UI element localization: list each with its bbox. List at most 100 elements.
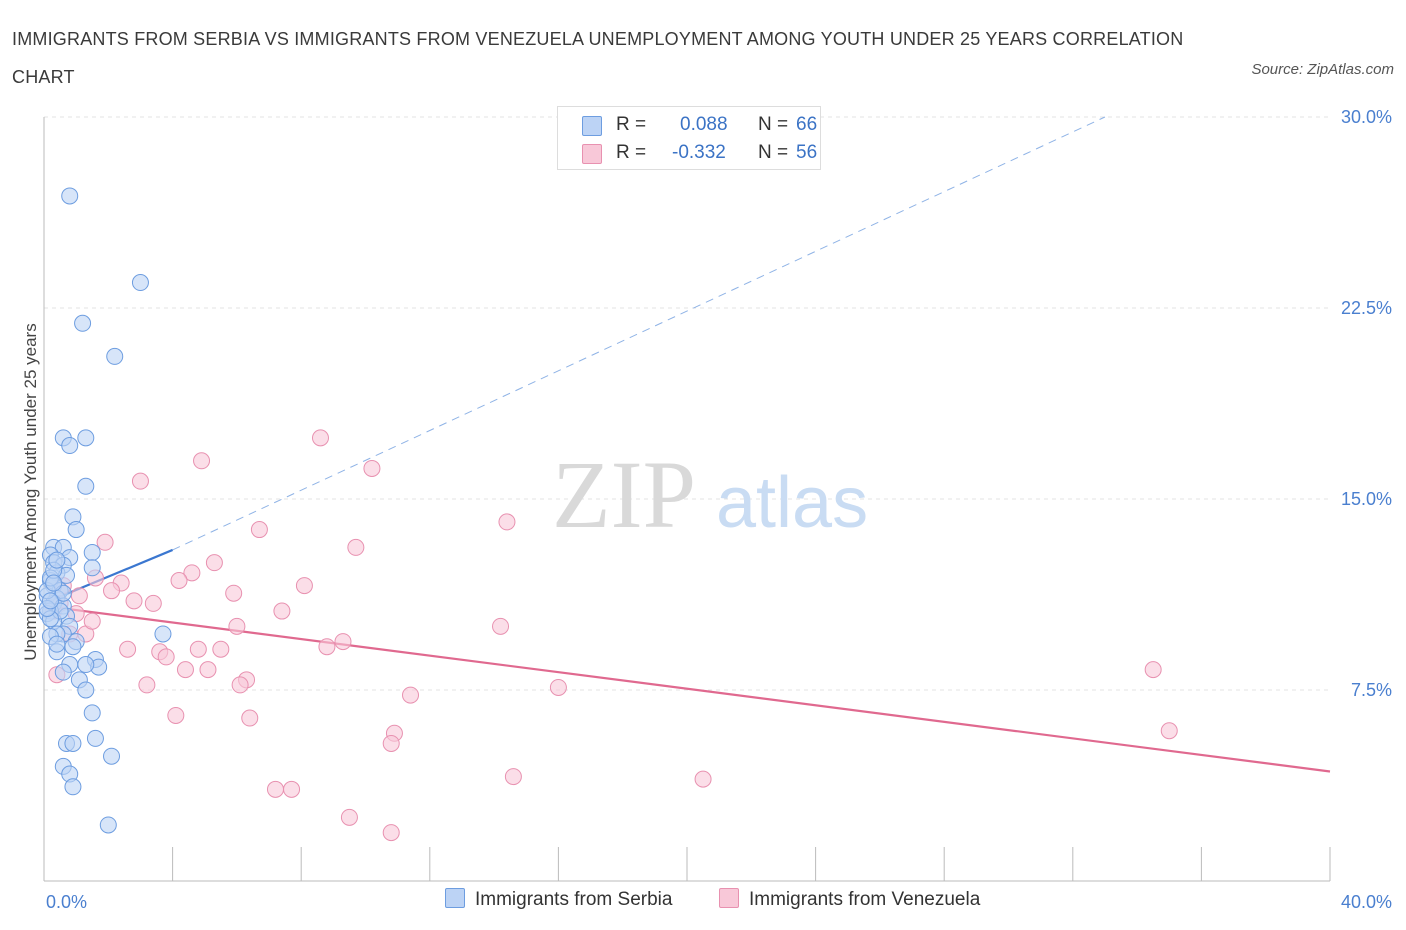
axes: [43, 117, 1331, 882]
correlation-legend: R = 0.088 N = 66 R = -0.332 N = 56: [557, 106, 821, 170]
serbia-point: [131, 274, 149, 292]
venezuela-point: [492, 617, 510, 635]
venezuela-point: [228, 617, 246, 635]
y-tick-label: 7.5%: [1351, 680, 1392, 700]
venezuela-point: [241, 709, 259, 727]
venezuela-point: [189, 640, 207, 658]
venezuela-point: [334, 633, 352, 651]
venezuela-point: [498, 513, 516, 531]
venezuela-point: [83, 612, 101, 630]
y-tick-label: 15.0%: [1341, 489, 1392, 509]
serbia-point: [77, 429, 95, 447]
serbia-point: [106, 347, 124, 365]
serbia-point: [83, 559, 101, 577]
venezuela-point: [131, 472, 149, 490]
y-axis-label: Unemployment Among Youth under 25 years: [21, 323, 40, 660]
venezuela-point: [283, 780, 301, 798]
serbia-point: [103, 747, 121, 765]
venezuela-point: [318, 638, 336, 656]
y-tick-label: 22.5%: [1341, 298, 1392, 318]
venezuela-point: [103, 582, 121, 600]
venezuela-point: [295, 577, 313, 595]
serbia-point: [99, 816, 117, 834]
venezuela-point: [382, 734, 400, 752]
venezuela-point: [170, 571, 188, 589]
chart-title: IMMIGRANTS FROM SERBIA VS IMMIGRANTS FRO…: [12, 29, 1184, 87]
venezuela-trend-line: [43, 604, 1331, 773]
n-label: N =: [758, 114, 789, 135]
serbia-point: [41, 592, 59, 610]
tick-labels: 7.5% 15.0% 22.5% 30.0% 0.0% 40.0%: [46, 107, 1392, 912]
serbia-point: [64, 734, 82, 752]
venezuela-point: [176, 661, 194, 679]
venezuela-point: [157, 648, 175, 666]
venezuela-point: [167, 706, 185, 724]
serbia-point: [83, 543, 101, 561]
serbia-point: [45, 574, 63, 592]
venezuela-legend-label: Immigrants from Venezuela: [749, 889, 981, 910]
venezuela-swatch: [719, 888, 739, 908]
venezuela-point: [125, 592, 143, 610]
venezuela-point: [119, 640, 137, 658]
x-tick-label: 40.0%: [1341, 892, 1392, 912]
venezuela-point: [212, 640, 230, 658]
venezuela-point: [225, 584, 243, 602]
venezuela-point: [347, 538, 365, 556]
serbia-point: [64, 778, 82, 796]
serbia-point: [83, 704, 101, 722]
watermark-zip: ZIP: [552, 441, 696, 548]
venezuela-point: [144, 594, 162, 612]
venezuela-point: [311, 429, 329, 447]
venezuela-point: [340, 808, 358, 826]
venezuela-n-value: 56: [796, 142, 818, 163]
venezuela-r-value: -0.332: [672, 142, 726, 163]
venezuela-point: [70, 587, 88, 605]
venezuela-point: [193, 452, 211, 470]
venezuela-point: [96, 533, 114, 551]
bottom-legend-venezuela: Immigrants from Venezuela: [719, 888, 980, 911]
serbia-point: [64, 638, 82, 656]
serbia-point: [77, 477, 95, 495]
venezuela-point: [231, 676, 249, 694]
venezuela-point: [382, 824, 400, 842]
venezuela-point: [205, 554, 223, 572]
venezuela-point: [273, 602, 291, 620]
venezuela-point: [199, 661, 217, 679]
venezuela-point: [694, 770, 712, 788]
serbia-point: [154, 625, 172, 643]
serbia-r-value: 0.088: [680, 114, 728, 135]
watermark: ZIP atlas: [552, 441, 868, 548]
venezuela-point: [1144, 661, 1162, 679]
serbia-point: [48, 551, 66, 569]
serbia-points: [38, 187, 172, 834]
venezuela-point: [266, 780, 284, 798]
y-tick-label: 30.0%: [1341, 107, 1392, 127]
grid-lines: [44, 116, 1330, 691]
watermark-atlas: atlas: [716, 463, 868, 543]
n-label: N =: [758, 142, 789, 163]
r-label: R =: [616, 142, 647, 163]
r-label: R =: [616, 114, 647, 135]
venezuela-swatch: [582, 144, 602, 164]
venezuela-point: [1160, 722, 1178, 740]
venezuela-point: [138, 676, 156, 694]
serbia-point: [86, 729, 104, 747]
serbia-swatch: [445, 888, 465, 908]
serbia-trend-extension: [172, 116, 1106, 551]
serbia-swatch: [582, 116, 602, 136]
serbia-point: [77, 656, 95, 674]
serbia-point: [54, 663, 72, 681]
serbia-point: [61, 437, 79, 455]
serbia-n-value: 66: [796, 114, 818, 135]
venezuela-point: [183, 564, 201, 582]
bottom-legend-serbia: Immigrants from Serbia: [445, 888, 672, 911]
venezuela-point: [402, 686, 420, 704]
serbia-point: [74, 314, 92, 332]
venezuela-point: [549, 678, 567, 696]
venezuela-point: [250, 521, 268, 539]
x-tick-label: 0.0%: [46, 892, 87, 912]
venezuela-point: [363, 459, 381, 477]
serbia-point: [67, 521, 85, 539]
serbia-point: [48, 635, 66, 653]
